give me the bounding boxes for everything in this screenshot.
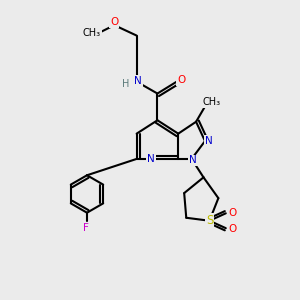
Text: H: H [122, 79, 129, 89]
Text: O: O [228, 208, 236, 218]
Text: CH₃: CH₃ [83, 28, 101, 38]
Text: S: S [206, 214, 213, 227]
Text: F: F [82, 223, 88, 233]
Text: N: N [147, 154, 155, 164]
Text: O: O [228, 224, 236, 234]
Text: N: N [205, 136, 212, 146]
Text: O: O [177, 75, 185, 85]
Text: N: N [134, 76, 142, 86]
Text: O: O [110, 17, 118, 27]
Text: CH₃: CH₃ [203, 98, 221, 107]
Text: N: N [189, 155, 197, 165]
